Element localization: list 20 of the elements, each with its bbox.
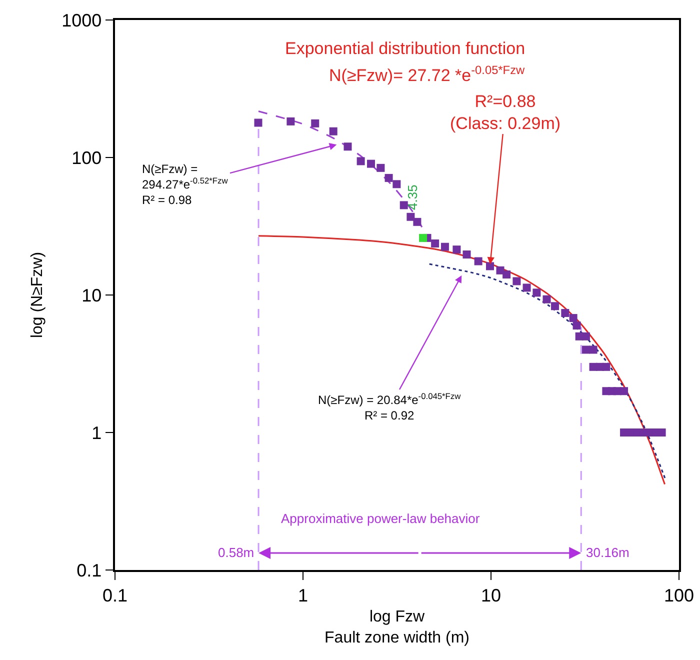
annotation: 0.58m (218, 545, 254, 560)
y-tick-label: 0.1 (76, 560, 102, 580)
annotation: 4.35 (405, 184, 420, 210)
x-tick-label: 1 (298, 585, 308, 606)
annotation: Approximative power-law behavior (281, 511, 480, 526)
x-tick-label: 10 (480, 585, 502, 606)
annotation: 30.16m (586, 545, 630, 560)
y-tick-label: 100 (72, 148, 102, 168)
y-tick-label: 1 (92, 422, 102, 443)
x-axis-title: log Fzw Fault zone width (m) (324, 608, 470, 646)
annotation: N(≥Fzw) = 294.27*e$^{-0.52*Fzw}$ R² = 0.98 (142, 162, 229, 208)
y-axis-title: log (N≥Fzw) (29, 252, 46, 338)
annotation: N(≥Fzw) = 20.84*e$^{-0.045*Fzw}$ R² = 0.92 (318, 391, 462, 423)
annotation: Exponential distribution function (285, 39, 526, 58)
y-tick-label: 1000 (62, 10, 102, 30)
y-tick-label: 10 (82, 285, 102, 306)
x-tick-label: 0.1 (102, 585, 128, 606)
x-tick-label: 100 (664, 585, 694, 606)
annotation: N(≥Fzw)= 27.72 *e$^{-0.05*Fzw}$ (329, 63, 526, 86)
annotation: R²=0.88 (Class: 0.29m) (450, 92, 561, 134)
